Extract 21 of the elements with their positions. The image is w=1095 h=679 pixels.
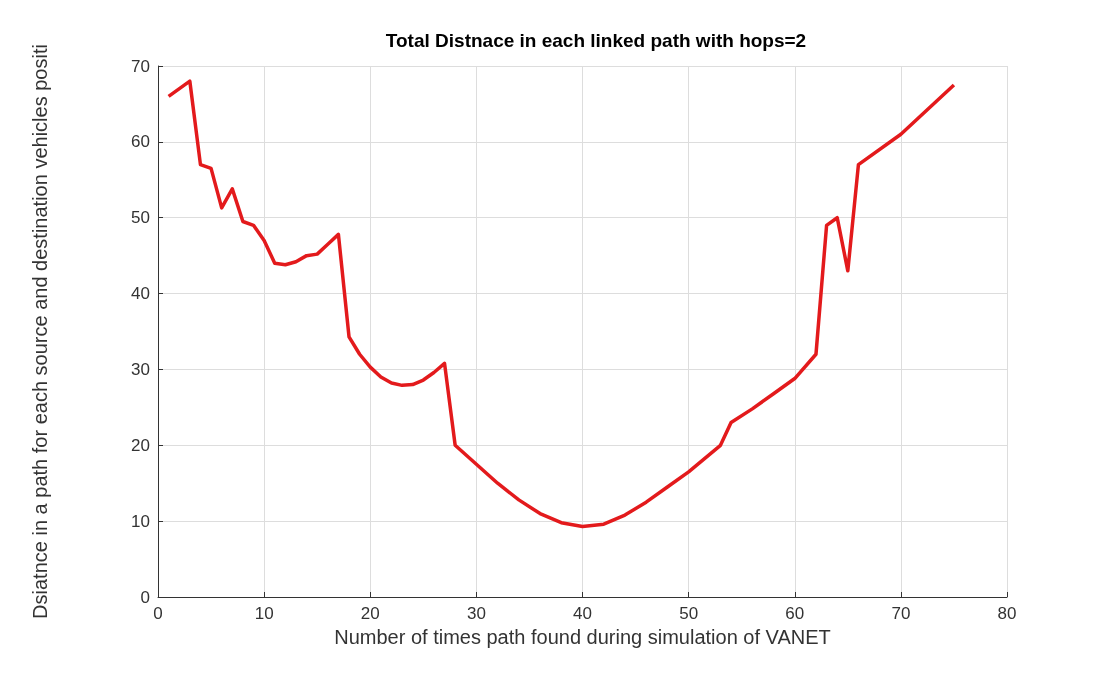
x-tick-label: 10 (254, 604, 274, 623)
line-series (166, 79, 956, 529)
x-axis-title: Number of times path found during simulation of VANET (334, 626, 831, 648)
x-tick-label: 50 (679, 604, 699, 623)
x-tick-label: 0 (153, 604, 163, 623)
x-tick-label: 40 (573, 604, 592, 623)
y-tick-label: 20 (131, 435, 150, 455)
y-tick-label: 50 (131, 208, 150, 228)
y-tick-label: 30 (131, 359, 150, 379)
y-tick-label: 70 (131, 56, 150, 76)
y-tick-label: 40 (131, 284, 150, 304)
x-tick-label: 60 (785, 604, 805, 623)
y-axis-title: Dsiatnce in a path for each source and destination vehicles positi (29, 44, 51, 619)
y-tick-label: 0 (140, 587, 150, 607)
x-tick-label: 30 (466, 604, 486, 623)
y-tick-label: 10 (131, 511, 150, 531)
x-tick-label: 20 (360, 604, 380, 623)
x-tick-label: 70 (891, 604, 911, 623)
chart-title: Total Distnace in each linked path with hops=2 (385, 30, 807, 51)
y-tick-label: 60 (131, 132, 150, 152)
x-tick-label: 80 (997, 604, 1017, 623)
